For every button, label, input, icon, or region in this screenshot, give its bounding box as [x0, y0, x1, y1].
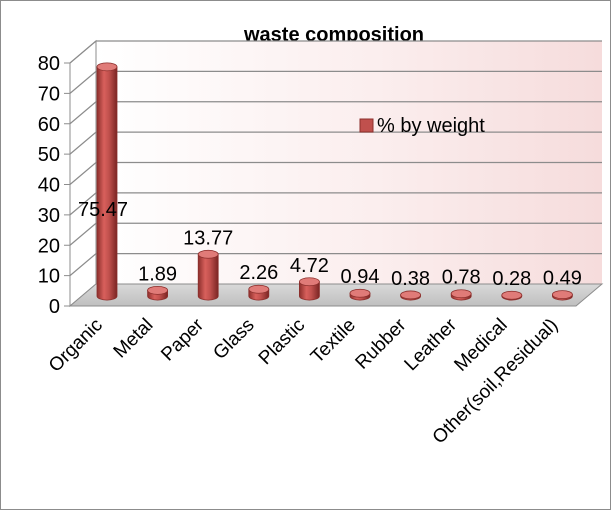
x-category-label: Glass: [209, 315, 258, 364]
data-labels: 75.47 1.89 13.77 2.26 4.72 0.94 0.38 0.78 0.28 0.…: [78, 199, 582, 290]
x-category-label: Plastic: [255, 315, 309, 369]
legend-swatch: [359, 118, 374, 133]
bar-other-soil-residual-: [552, 290, 573, 301]
x-category-label: Paper: [157, 314, 208, 365]
bar-body: [197, 253, 219, 301]
plot-area: [68, 39, 604, 308]
bar-textile: [349, 288, 371, 301]
bar-body: [96, 66, 118, 301]
bar-top: [501, 290, 523, 300]
data-label: 0.94: [341, 266, 380, 288]
x-category-label: Metal: [110, 315, 158, 363]
data-label: 4.72: [290, 255, 329, 277]
y-tick-label: 70: [38, 83, 60, 105]
bar-paper: [197, 249, 219, 301]
bar-top: [349, 288, 371, 298]
y-axis-ticks: 0 10 20 30 40 50 60 70 80: [38, 53, 71, 318]
gridline: [69, 253, 602, 277]
y-tick-label: 40: [38, 175, 60, 197]
bar-organic: [96, 62, 118, 301]
bar-top: [298, 277, 320, 287]
y-tick-label: 30: [38, 205, 60, 227]
gridline: [69, 40, 602, 64]
x-category-label: Rubber: [352, 314, 411, 373]
gridline: [69, 222, 602, 246]
y-tick-label: 50: [38, 144, 60, 166]
gridline: [69, 161, 602, 185]
gridline: [69, 131, 602, 155]
bar-top: [147, 285, 169, 295]
bar-medical: [501, 290, 523, 301]
data-label: 2.26: [239, 262, 278, 284]
y-tick-label: 60: [38, 114, 60, 136]
data-label: 0.38: [391, 268, 430, 290]
x-category-label: Leather: [401, 314, 462, 375]
bar-body: [299, 281, 320, 301]
bar-leather: [450, 289, 472, 301]
bar-top: [248, 284, 270, 294]
legend: % by weight: [359, 115, 485, 137]
bar-glass: [248, 284, 270, 301]
y-tick-label: 80: [38, 53, 60, 75]
bar-top: [450, 289, 472, 299]
x-category-label: Organic: [45, 315, 107, 377]
gridline: [69, 101, 602, 125]
y-tick-label: 10: [38, 266, 60, 288]
data-label: 13.77: [183, 227, 233, 249]
data-label: 0.28: [492, 268, 531, 290]
bar-metal: [147, 285, 169, 301]
bar-top: [400, 290, 422, 300]
data-label: 0.78: [442, 267, 481, 289]
data-label: 75.47: [78, 199, 128, 221]
data-label: 0.49: [543, 268, 582, 290]
bar-rubber: [400, 290, 422, 301]
bar-top: [197, 249, 219, 259]
x-axis-categories: Organic Metal Paper GlassPlasticTextileRubb…: [45, 314, 562, 448]
y-tick-label: 20: [38, 235, 60, 257]
bar-plastic: [298, 277, 320, 301]
gridline: [69, 192, 602, 216]
data-label: 1.89: [138, 263, 177, 285]
bar-top: [552, 290, 573, 300]
bar-top: [96, 62, 118, 72]
y-tick-label: 0: [49, 296, 60, 318]
legend-label: % by weight: [377, 115, 485, 137]
gridline: [69, 70, 602, 94]
bars: [96, 62, 573, 301]
